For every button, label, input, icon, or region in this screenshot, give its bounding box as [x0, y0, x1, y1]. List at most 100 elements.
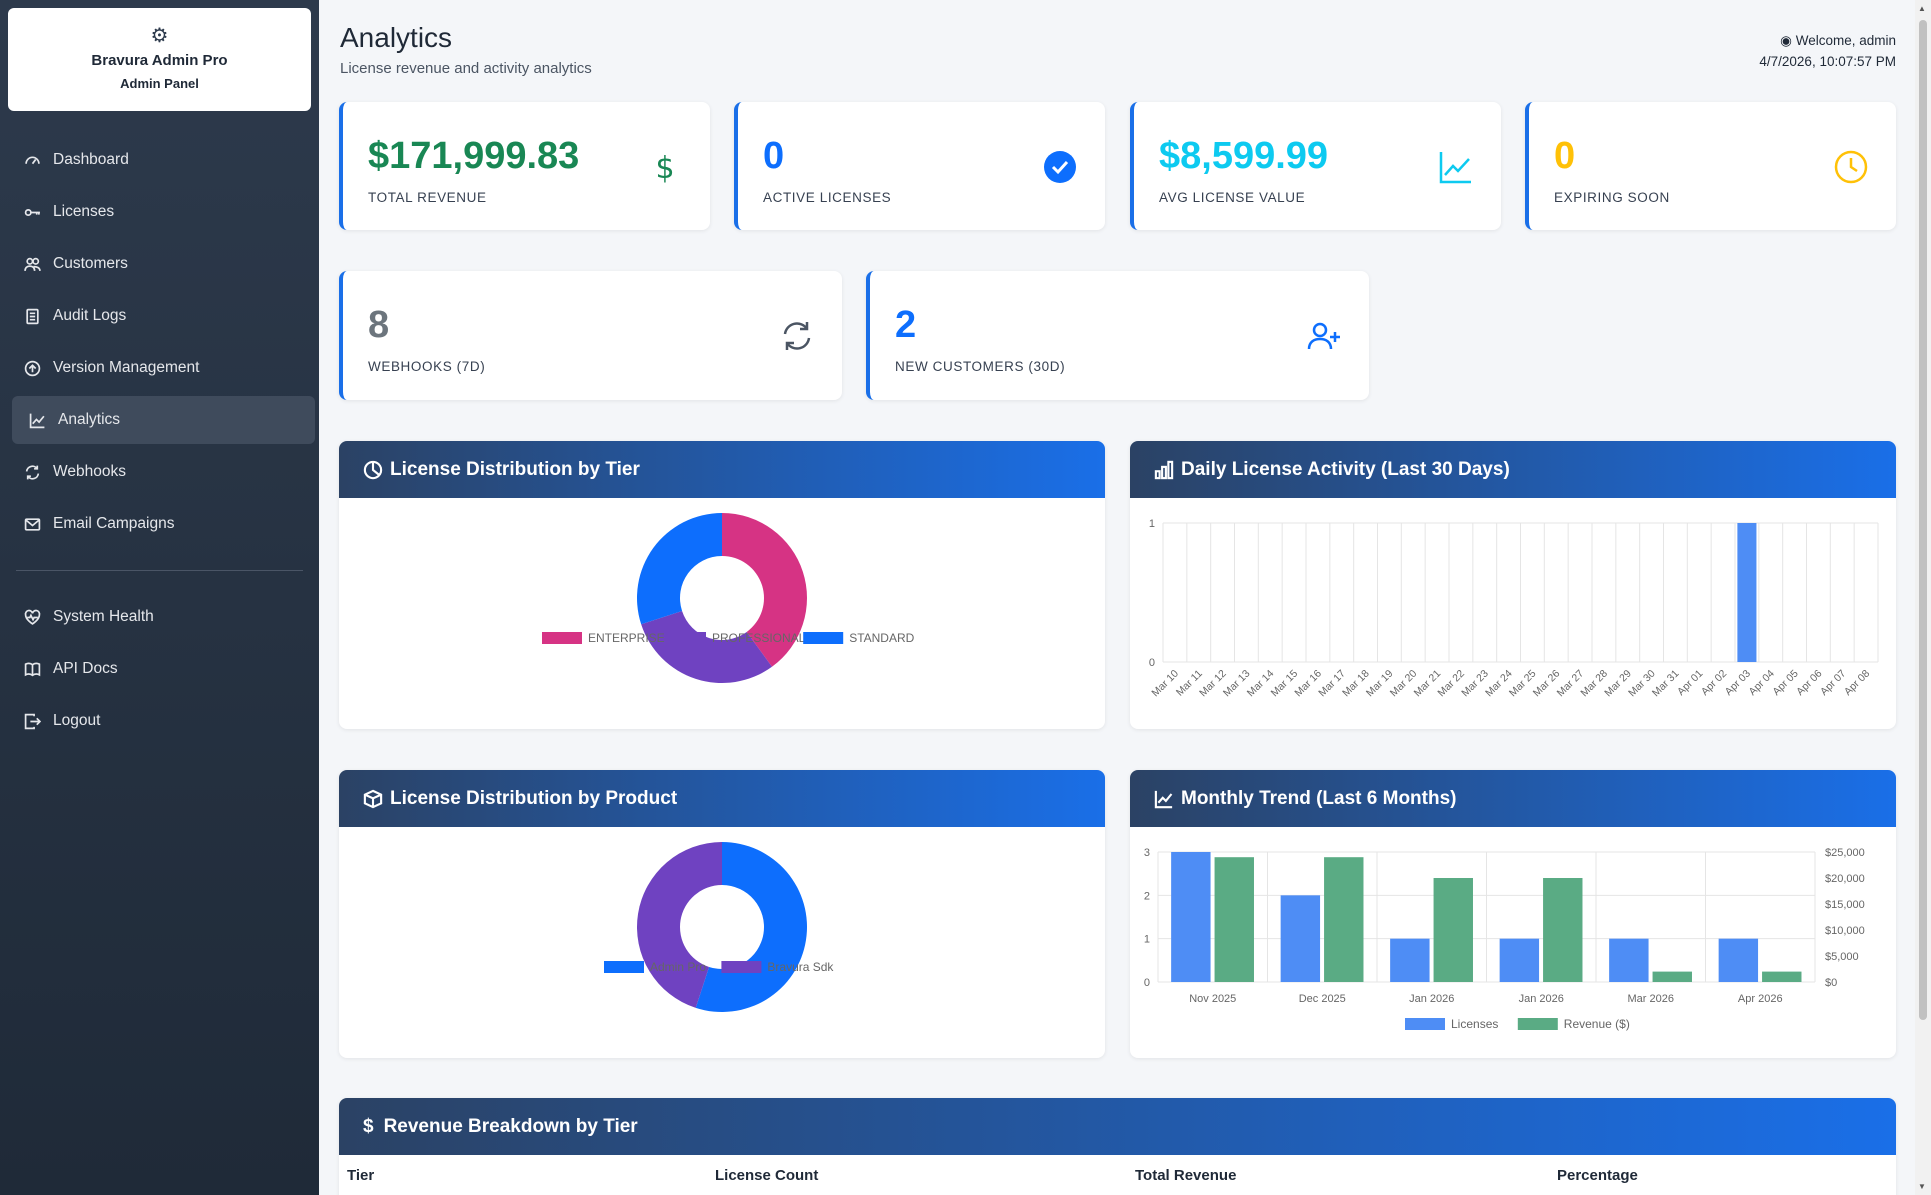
- panel-title: License Distribution by Product: [390, 787, 678, 809]
- table-header: License Count: [715, 1167, 819, 1184]
- sidebar-divider: [16, 570, 303, 571]
- page-title: Analytics: [340, 22, 453, 53]
- brand-subtitle: Admin Panel: [120, 76, 199, 91]
- x-tick-label: Jan 2026: [1519, 993, 1564, 1005]
- bar-revenue: [1324, 857, 1364, 982]
- logout-icon: [24, 713, 41, 729]
- scrollbar-thumb[interactable]: [1919, 20, 1927, 1020]
- x-tick-label: Apr 01: [1675, 668, 1705, 698]
- y-tick-label-left: 2: [1144, 890, 1150, 902]
- stat-card-expiring-soon: 0 EXPIRING SOON: [1525, 102, 1896, 230]
- stat-value: 8: [368, 304, 390, 346]
- sidebar-item-audit-logs[interactable]: Audit Logs: [12, 292, 315, 340]
- legend-label: ENTERPRISE: [588, 631, 665, 645]
- panel-title: Daily License Activity (Last 30 Days): [1181, 458, 1510, 480]
- sidebar-item-api-docs[interactable]: API Docs: [12, 645, 315, 693]
- legend-label: Licenses: [1451, 1017, 1498, 1031]
- y-tick-label-left: 1: [1144, 934, 1150, 946]
- bar-chart-icon: [1154, 460, 1174, 479]
- panel-header: License Distribution by Product: [339, 770, 1105, 827]
- sidebar-item-system-health[interactable]: System Health: [12, 593, 315, 641]
- sidebar-item-label: System Health: [53, 608, 154, 625]
- check-circle-icon: [1044, 151, 1076, 183]
- gear-icon: ⚙: [150, 25, 169, 47]
- y-tick-label-right: $20,000: [1825, 873, 1865, 885]
- x-tick-label: Apr 02: [1699, 668, 1729, 698]
- pie-slice: [641, 610, 772, 683]
- table-header: Percentage: [1557, 1167, 1638, 1184]
- upload-circle-icon: [24, 360, 41, 376]
- bar-licenses: [1390, 938, 1430, 982]
- y-tick-label-right: $5,000: [1825, 951, 1859, 963]
- bar-licenses: [1499, 938, 1540, 982]
- sync-icon: [25, 464, 40, 480]
- sidebar-item-licenses[interactable]: Licenses: [12, 188, 315, 236]
- x-tick-label: Apr 04: [1747, 668, 1777, 698]
- scroll-up-icon[interactable]: ▲: [1918, 4, 1926, 13]
- bar-revenue: [1433, 878, 1473, 982]
- sidebar-item-logout[interactable]: Logout: [12, 697, 315, 745]
- legend-label: PROFESSIONAL: [712, 631, 806, 645]
- scroll-down-icon[interactable]: ▼: [1918, 1182, 1926, 1191]
- x-tick-label: Apr 05: [1770, 668, 1800, 698]
- stat-value: $8,599.99: [1159, 135, 1329, 177]
- table-header: Total Revenue: [1135, 1167, 1237, 1184]
- x-tick-label: Apr 07: [1818, 668, 1848, 698]
- stat-value: 0: [1554, 135, 1576, 177]
- y-tick-label-right: $25,000: [1825, 847, 1865, 859]
- sidebar-item-customers[interactable]: Customers: [12, 240, 315, 288]
- x-tick-label: Jan 2026: [1409, 993, 1454, 1005]
- svg-text:$: $: [655, 151, 674, 184]
- sidebar-item-label: Webhooks: [53, 463, 126, 480]
- panel-header: License Distribution by Tier: [339, 441, 1105, 498]
- legend-swatch: [803, 632, 844, 644]
- panel-title: Monthly Trend (Last 6 Months): [1181, 787, 1457, 809]
- legend-label: STANDARD: [849, 631, 914, 645]
- panel-tier-distribution: License Distribution by Tier ENTERPRISE P…: [339, 441, 1105, 729]
- legend-label: Admin Pro: [650, 960, 706, 974]
- sidebar-item-analytics[interactable]: Analytics: [12, 396, 315, 444]
- legend-swatch: [542, 632, 582, 644]
- welcome-text: Welcome, admin: [1795, 33, 1896, 48]
- x-tick-label: Mar 10: [1149, 668, 1181, 700]
- page-subtitle: License revenue and activity analytics: [340, 60, 592, 77]
- sidebar-item-dashboard[interactable]: Dashboard: [12, 136, 315, 184]
- sidebar-item-label: Analytics: [58, 411, 121, 428]
- graph-up-icon: [1154, 790, 1173, 808]
- pie-slice: [722, 513, 808, 667]
- x-tick-label: Mar 2026: [1628, 993, 1674, 1005]
- legend-swatch: [604, 961, 644, 973]
- x-tick-label: Dec 2025: [1299, 993, 1346, 1005]
- y-tick-label-right: $15,000: [1825, 899, 1865, 911]
- clock-icon: [1834, 150, 1868, 184]
- bar-revenue: [1652, 971, 1692, 982]
- sidebar-item-label: Version Management: [53, 359, 200, 376]
- gauge-icon: [25, 155, 40, 164]
- y-tick-label: 1: [1149, 518, 1155, 530]
- stat-card-active-licenses: 0 ACTIVE LICENSES: [734, 102, 1105, 230]
- sidebar-item-version-management[interactable]: Version Management: [12, 344, 315, 392]
- stat-label: AVG LICENSE VALUE: [1159, 190, 1306, 205]
- sync-icon: [783, 322, 811, 350]
- bar-licenses: [1609, 938, 1649, 982]
- x-tick-label: Apr 2026: [1738, 993, 1783, 1005]
- bar-licenses: [1280, 895, 1321, 982]
- page-header: Analytics License revenue and activity a…: [340, 22, 592, 77]
- sidebar-item-webhooks[interactable]: Webhooks: [12, 448, 315, 496]
- stat-label: EXPIRING SOON: [1554, 190, 1670, 205]
- stat-card-webhooks: 8 WEBHOOKS (7D): [339, 271, 842, 400]
- x-tick-label: Apr 08: [1842, 668, 1872, 698]
- x-tick-label: Apr 06: [1794, 668, 1824, 698]
- envelope-icon: [24, 517, 41, 531]
- pie-chart-icon: [363, 460, 383, 479]
- person-add-icon: [1307, 322, 1340, 350]
- panel-revenue-breakdown: $ Revenue Breakdown by Tier Tier License…: [339, 1098, 1896, 1195]
- page-scrollbar[interactable]: ▲ ▼: [1915, 0, 1931, 1195]
- product-donut-chart: Admin Pro Bravura Sdk: [604, 842, 834, 1012]
- box-icon: [363, 789, 383, 808]
- dollar-icon: $: [655, 151, 674, 184]
- brand-name: Bravura Admin Pro: [91, 52, 228, 69]
- sidebar-item-email-campaigns[interactable]: Email Campaigns: [12, 500, 315, 548]
- pie-slice: [637, 513, 722, 625]
